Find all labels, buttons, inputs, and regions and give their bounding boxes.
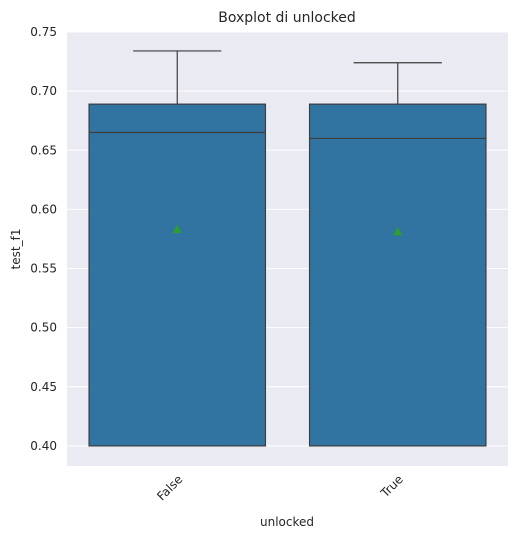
- y-axis-ticks: 0.40 0.45 0.50 0.55 0.60 0.65 0.70 0.75: [30, 25, 57, 453]
- y-tick-label: 0.55: [30, 262, 57, 276]
- y-tick-label: 0.70: [30, 84, 57, 98]
- y-axis-label: test_f1: [9, 229, 23, 270]
- y-tick-label: 0.45: [30, 380, 57, 394]
- box-true: [308, 62, 487, 447]
- x-tick-label: False: [154, 472, 185, 503]
- x-axis-label: unlocked: [260, 515, 314, 529]
- y-tick-label: 0.65: [30, 143, 57, 157]
- x-tick-label: True: [377, 472, 406, 501]
- y-tick-label: 0.50: [30, 321, 57, 335]
- boxes: [88, 50, 487, 447]
- y-tick-label: 0.60: [30, 202, 57, 216]
- y-tick-label: 0.75: [30, 25, 57, 39]
- box-false: [88, 50, 267, 447]
- mean-marker: [393, 226, 403, 236]
- mean-marker: [172, 224, 182, 233]
- chart-title: Boxplot di unlocked: [218, 10, 356, 26]
- y-tick-label: 0.40: [30, 439, 57, 453]
- box-iqr: [88, 103, 267, 447]
- box-iqr: [308, 103, 487, 447]
- x-axis-ticks: False True: [154, 472, 406, 503]
